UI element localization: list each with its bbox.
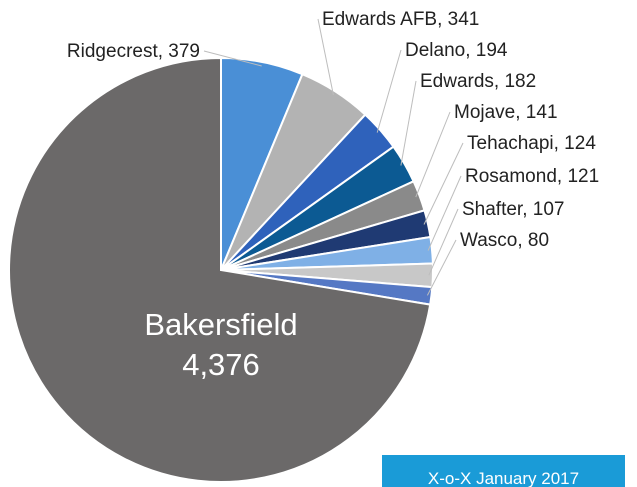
label-delano: Delano, 194: [405, 40, 508, 61]
leader-rosamond: [427, 175, 462, 251]
label-edwards-afb: Edwards AFB, 341: [322, 9, 479, 30]
leader-ridgecrest: [203, 50, 262, 67]
leader-mojave: [415, 111, 451, 198]
label-shafter: Shafter, 107: [462, 199, 564, 220]
label-rosamond: Rosamond, 121: [465, 166, 599, 187]
date-banner-text: X-o-X January 2017: [427, 469, 580, 487]
label-tehachapi: Tehachapi, 124: [467, 133, 596, 154]
leader-edwards-afb: [317, 18, 334, 96]
leader-wasco: [426, 239, 457, 296]
largest-slice-label: Bakersfield: [144, 307, 297, 342]
slice-labels: Ridgecrest, 379 Edwards AFB, 341 Delano, 1…: [67, 9, 599, 251]
pie-slices: [8, 56, 434, 483]
label-wasco: Wasco, 80: [460, 230, 549, 251]
label-ridgecrest: Ridgecrest, 379: [67, 41, 200, 62]
slice-bakersfield: [8, 56, 432, 483]
leader-delano: [376, 49, 402, 133]
largest-slice-value: 4,376: [182, 347, 260, 382]
leader-tehachapi: [423, 142, 464, 225]
leader-edwards: [400, 80, 417, 166]
date-banner: X-o-X January 2017: [382, 455, 625, 487]
leader-shafter: [428, 208, 459, 276]
label-edwards: Edwards, 182: [420, 71, 536, 92]
label-mojave: Mojave, 141: [454, 102, 558, 123]
leader-lines: [203, 18, 464, 296]
